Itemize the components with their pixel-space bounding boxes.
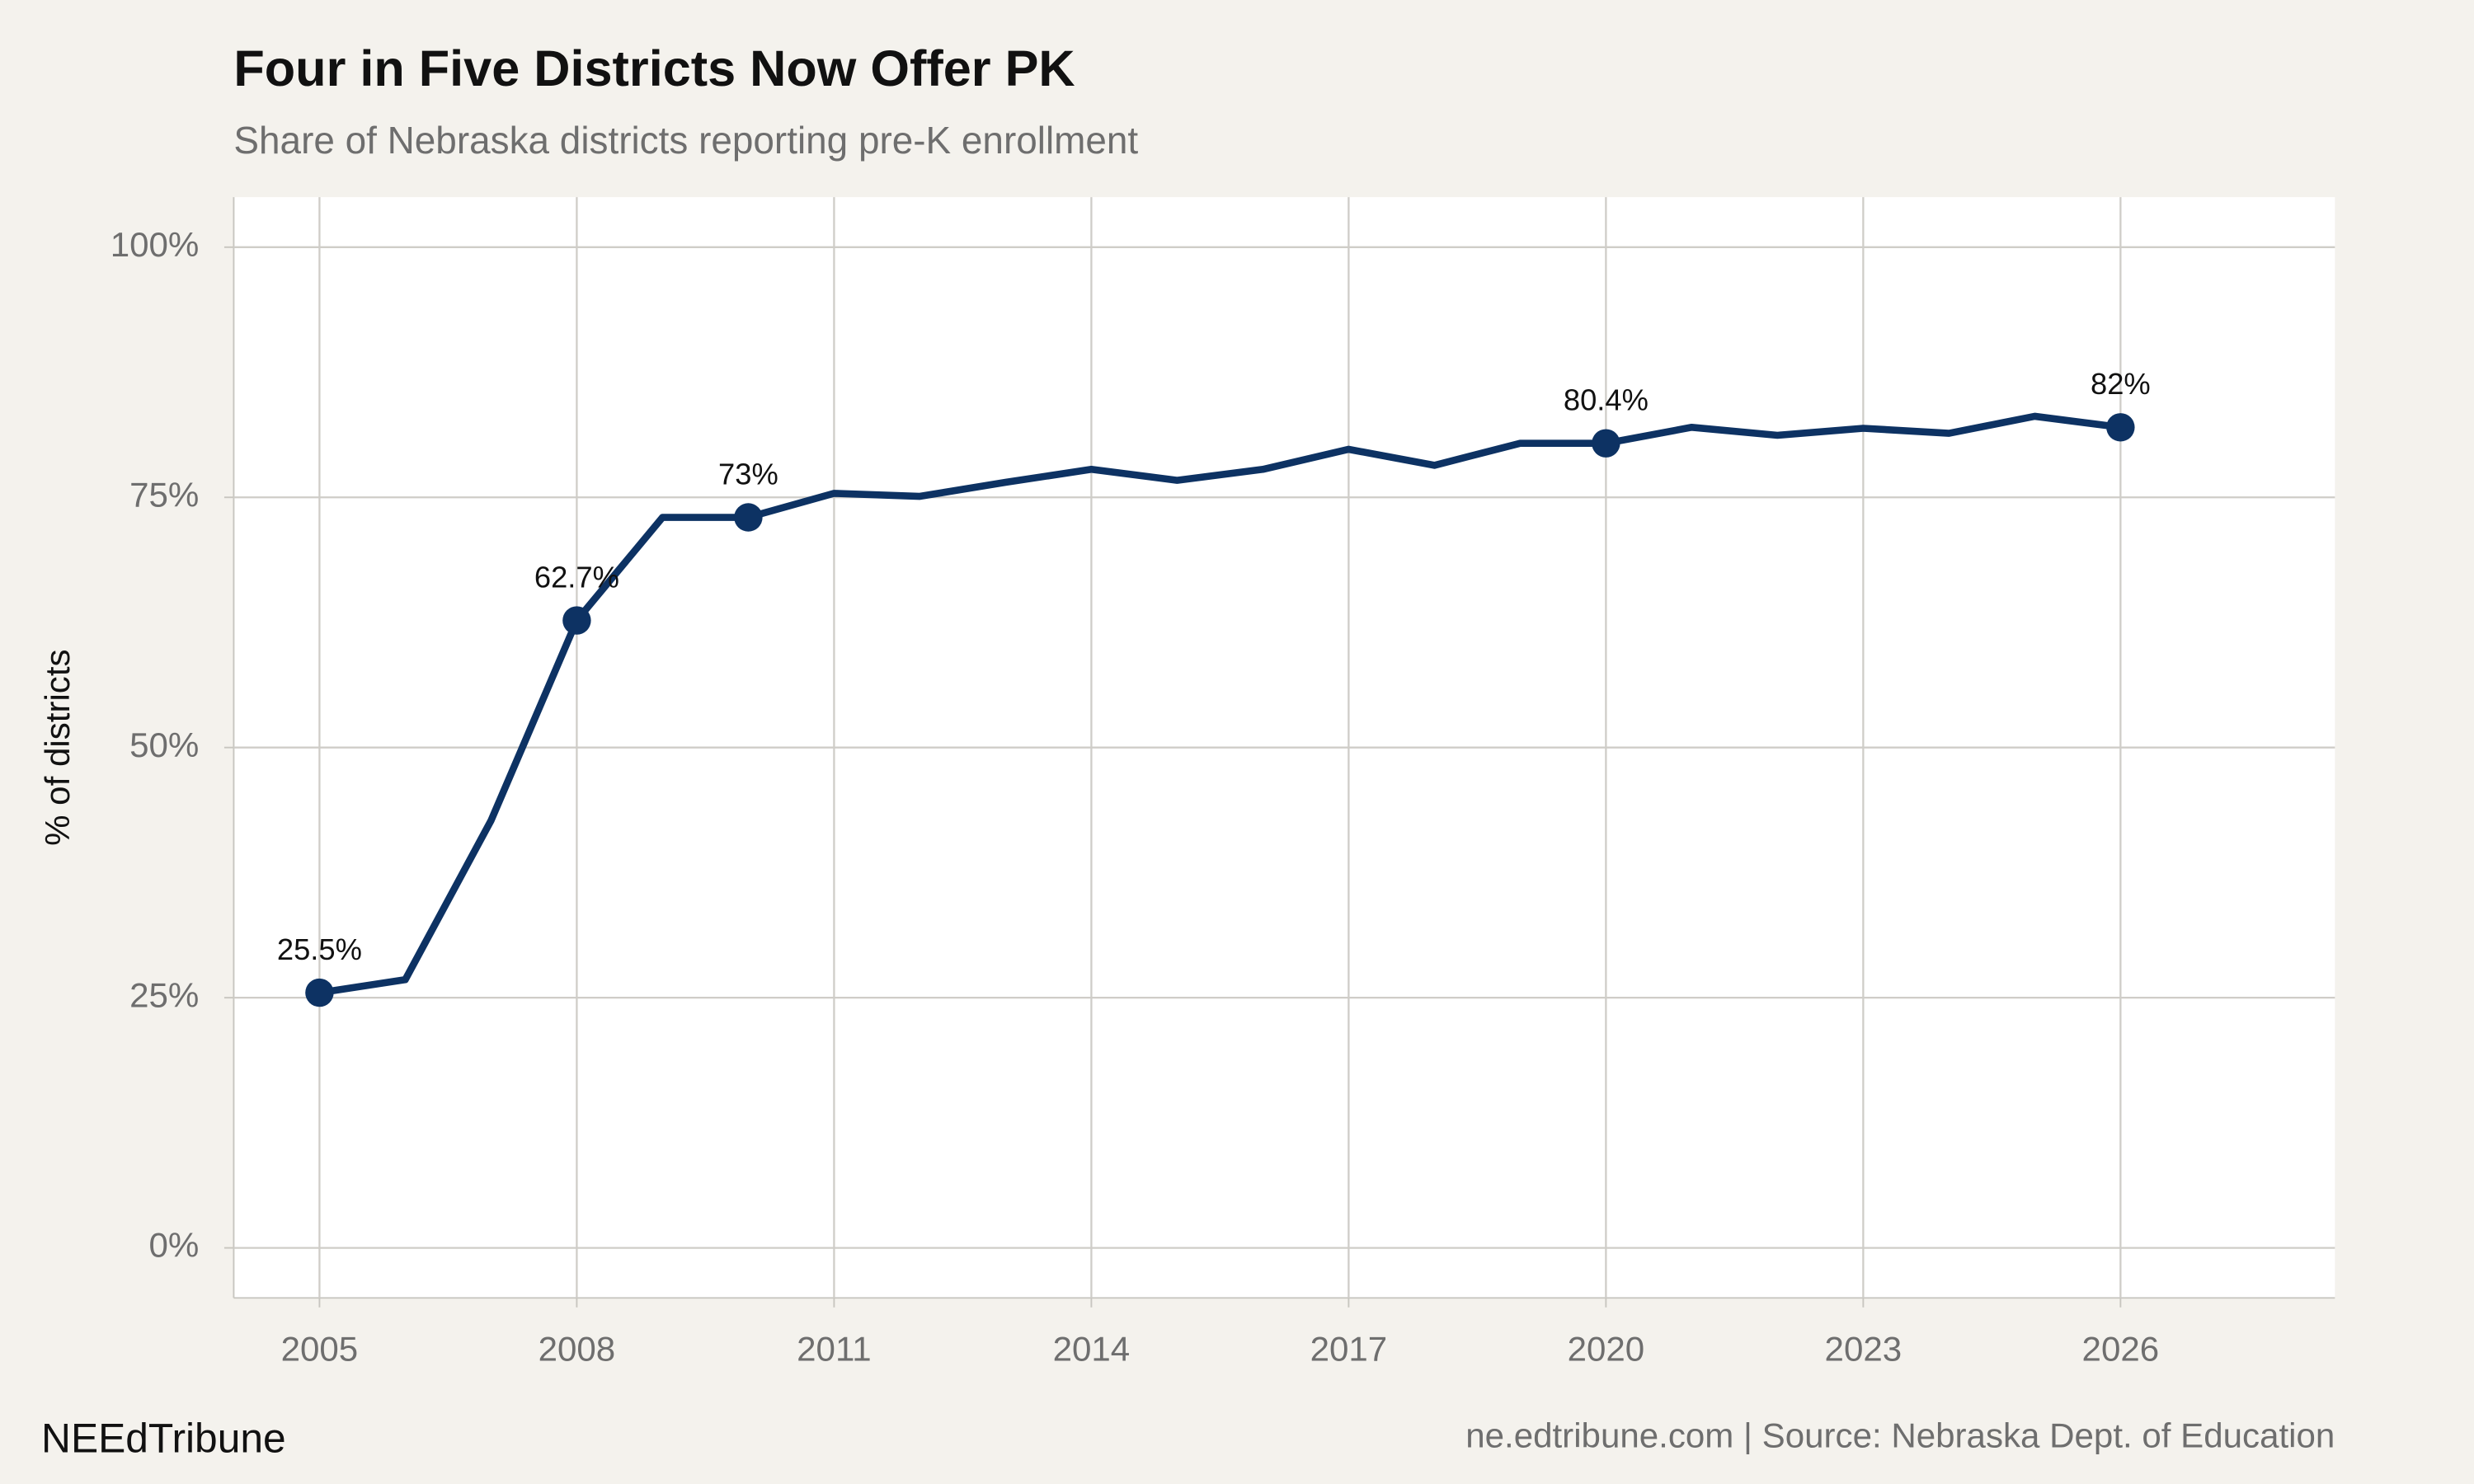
y-tick-label: 0% xyxy=(149,1226,200,1265)
x-tick-label: 2020 xyxy=(1568,1329,1645,1368)
source: ne.edtribune.com | Source: Nebraska Dept… xyxy=(1465,1416,2335,1455)
data-label: 73% xyxy=(718,457,778,491)
brand: NEEdTribune xyxy=(41,1415,286,1461)
x-tick-label: 2011 xyxy=(797,1329,871,1368)
x-tick-label: 2005 xyxy=(281,1329,359,1368)
x-tick-label: 2026 xyxy=(2082,1329,2160,1368)
point xyxy=(1592,429,1620,458)
data-label: 62.7% xyxy=(534,560,619,594)
chart-title: Four in Five Districts Now Offer PK xyxy=(233,40,1075,96)
point xyxy=(305,978,334,1007)
point xyxy=(2106,413,2135,442)
x-tick-label: 2008 xyxy=(539,1329,616,1368)
y-tick-label: 100% xyxy=(111,225,200,264)
y-tick-label: 50% xyxy=(129,726,199,764)
line xyxy=(318,412,2121,997)
y-tick-label: 25% xyxy=(129,975,199,1014)
y-tick-label: 75% xyxy=(129,475,199,514)
y-axis-label: % of districts xyxy=(38,649,77,845)
point xyxy=(562,606,591,635)
x-tick-label: 2023 xyxy=(1825,1329,1903,1368)
data-label: 25.5% xyxy=(277,932,362,966)
point xyxy=(734,503,763,532)
data-label: 80.4% xyxy=(1564,383,1649,417)
x-tick-label: 2014 xyxy=(1053,1329,1131,1368)
chart-subtitle: Share of Nebraska districts reporting pr… xyxy=(233,119,1138,162)
data-label: 82% xyxy=(2091,367,2151,401)
x-tick-label: 2017 xyxy=(1310,1329,1388,1368)
